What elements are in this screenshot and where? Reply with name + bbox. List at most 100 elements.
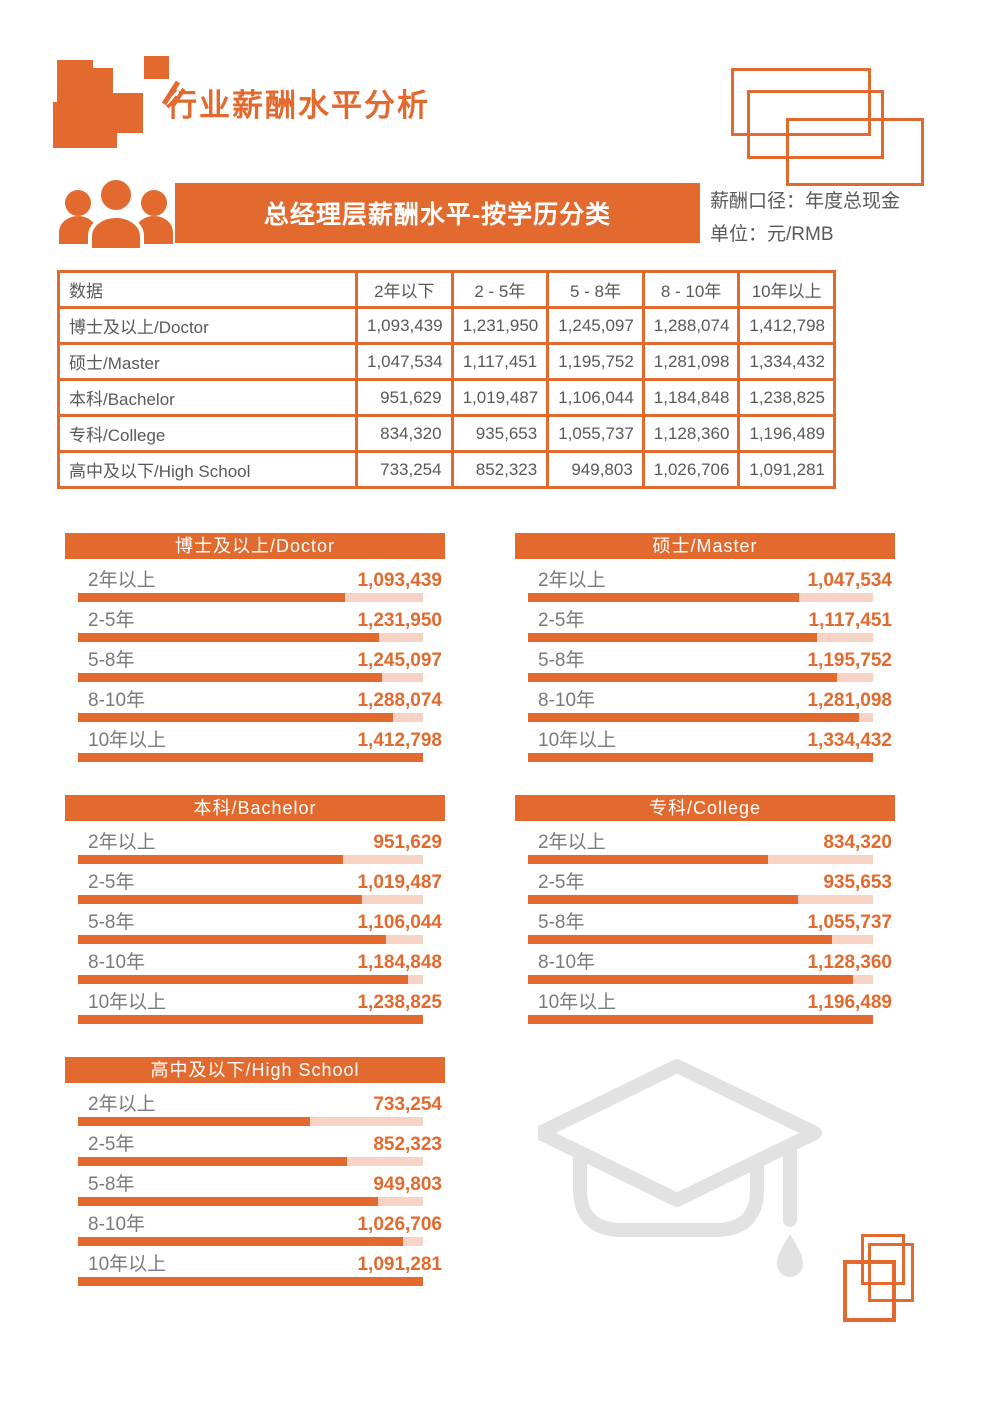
bar-track [528,895,873,904]
bar-fill [78,935,387,944]
chart-row: 2-5年 1,117,451 [515,603,895,643]
bar-value: 852,323 [373,1134,442,1155]
deco-square-outline [861,1234,905,1285]
chart-row: 2年以上 834,320 [515,825,895,865]
chart-row-top: 10年以上 1,334,432 [515,723,895,750]
table-cell: 951,629 [355,378,454,417]
bar-value: 951,629 [373,832,442,853]
bar-value: 1,196,489 [807,992,892,1013]
bar-fill [78,975,408,984]
bar-label: 8-10年 [538,952,596,973]
deco-square [53,102,117,148]
deco-square [113,93,143,133]
salary-table: 数据 2年以下 2 - 5年 5 - 8年 8 - 10年 10年以上 博士及以上/Doct… [57,270,836,489]
chart-row: 8-10年 1,026,706 [65,1207,445,1247]
chart-section: 高中及以下/High School 2年以上 733,254 2-5年 852,323 5… [65,1057,445,1287]
chart-row-top: 8-10年 1,026,706 [65,1207,445,1234]
bar-track [78,633,423,642]
bar-label: 5-8年 [88,1174,135,1195]
table-row: 本科/Bachelor 951,629 1,019,487 1,106,044 1,18… [57,378,836,417]
table-row: 硕士/Master 1,047,534 1,117,451 1,195,752 1,28… [57,342,836,381]
graduation-cap-icon [538,1059,822,1277]
table-cell: 1,128,360 [641,414,741,453]
chart-row-top: 10年以上 1,238,825 [65,985,445,1012]
chart-row-top: 2年以上 834,320 [515,825,895,852]
page-title: 行业薪酬水平分析 [166,88,430,123]
bar-label: 2-5年 [88,610,135,631]
chart-row-top: 8-10年 1,281,098 [515,683,895,710]
bar-fill [78,753,423,762]
chart-row: 2-5年 852,323 [65,1127,445,1167]
bar-value: 1,117,451 [808,610,892,631]
bar-value: 1,184,848 [357,952,442,973]
chart-body: 2年以上 1,093,439 2-5年 1,231,950 5-8年 1,245,097 8… [65,559,445,763]
table-cell: 1,091,281 [737,450,836,489]
bar-fill [528,975,854,984]
bar-track [78,1157,423,1166]
table-row: 高中及以下/High School 733,254 852,323 949,803 1,… [57,450,836,489]
bar-value: 1,281,098 [807,690,892,711]
table-header-cell: 10年以上 [737,270,836,309]
chart-row-top: 10年以上 1,412,798 [65,723,445,750]
table-cell: 834,320 [355,414,454,453]
table-row: 博士及以上/Doctor 1,093,439 1,231,950 1,245,097 1… [57,306,836,345]
chart-row-top: 8-10年 1,288,074 [65,683,445,710]
bar-value: 1,047,534 [807,570,892,591]
table-cell: 935,653 [450,414,550,453]
bar-track [78,935,423,944]
chart-row: 5-8年 1,106,044 [65,905,445,945]
chart-row: 2-5年 1,231,950 [65,603,445,643]
table-cell: 1,195,752 [546,342,645,381]
chart-row-top: 10年以上 1,196,489 [515,985,895,1012]
unit-line: 单位：元/RMB [710,224,834,245]
chart-section: 博士及以上/Doctor 2年以上 1,093,439 2-5年 1,231,950 5-… [65,533,445,763]
bar-fill [528,593,799,602]
bar-track [528,713,873,722]
deco-square-outline [868,1243,914,1302]
chart-row: 2-5年 1,019,487 [65,865,445,905]
chart-row-top: 2-5年 852,323 [65,1127,445,1154]
chart-row: 2年以上 733,254 [65,1087,445,1127]
bar-label: 2-5年 [88,872,135,893]
chart-row-top: 2年以上 733,254 [65,1087,445,1114]
bar-label: 8-10年 [88,952,146,973]
bar-fill [528,935,833,944]
bar-track [528,975,873,984]
table-row-label: 专科/College [57,414,358,453]
chart-row-top: 2-5年 1,231,950 [65,603,445,630]
bar-fill [78,1197,379,1206]
chart-row-top: 8-10年 1,184,848 [65,945,445,972]
bar-track [528,633,873,642]
bar-fill [528,895,798,904]
table-cell: 1,106,044 [546,378,645,417]
bar-label: 2年以上 [538,570,606,591]
table-row: 专科/College 834,320 935,653 1,055,737 1,128,3… [57,414,836,453]
chart-row: 5-8年 1,055,737 [515,905,895,945]
table-cell: 852,323 [450,450,550,489]
chart-row: 2年以上 1,093,439 [65,563,445,603]
bar-fill [528,713,860,722]
table-cell: 1,288,074 [641,306,741,345]
table-row-label: 本科/Bachelor [57,378,358,417]
chart-row: 2年以上 951,629 [65,825,445,865]
bar-label: 2-5年 [538,610,585,631]
bar-track [528,593,873,602]
bar-track [78,713,423,722]
table-header-cell: 数据 [57,270,358,309]
table-cell: 1,184,848 [641,378,741,417]
bar-value: 1,245,097 [357,650,442,671]
bar-value: 1,288,074 [357,690,442,711]
chart-row-top: 5-8年 1,245,097 [65,643,445,670]
bar-value: 1,106,044 [357,912,442,933]
charts-grid: 博士及以上/Doctor 2年以上 1,093,439 2-5年 1,231,950 5-… [65,533,895,1287]
bar-value: 1,128,360 [807,952,892,973]
table-header-cell: 2 - 5年 [450,270,550,309]
bar-track [78,1015,423,1024]
bar-track [78,895,423,904]
bar-label: 5-8年 [538,912,585,933]
bar-track [528,855,873,864]
bar-fill [528,855,769,864]
bar-label: 2年以上 [538,832,606,853]
banner-title: 总经理层薪酬水平-按学历分类 [263,201,612,229]
bar-value: 1,195,752 [807,650,892,671]
